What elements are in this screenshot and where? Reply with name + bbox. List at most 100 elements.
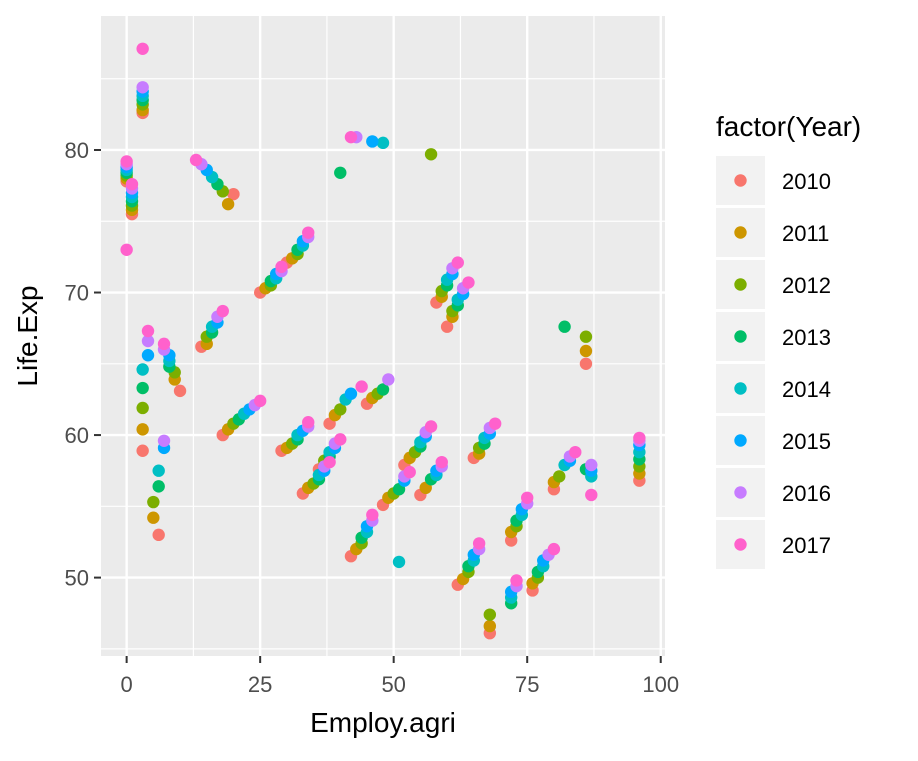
data-point-2017: [125, 177, 139, 191]
legend-title: factor(Year): [716, 111, 861, 142]
legend-label-2013: 2013: [782, 325, 831, 350]
y-tick-label: 70: [65, 281, 89, 306]
data-point-2017: [435, 455, 448, 469]
data-point-2017: [569, 445, 582, 459]
data-point-2016: [141, 334, 155, 348]
data-point-2013: [334, 166, 347, 179]
data-point-2011: [579, 344, 593, 358]
legend-dot-2015: [734, 434, 747, 447]
x-tick-label: 0: [121, 672, 133, 697]
axis-layer: 0 25 50 75 100 50 60 70 80: [65, 138, 680, 697]
data-point-2017: [521, 491, 534, 504]
data-point-2014: [136, 363, 149, 376]
data-point-2012: [553, 470, 566, 483]
y-tick-label: 50: [65, 566, 89, 591]
plot-panel: [101, 16, 665, 656]
data-point-2017: [120, 243, 133, 256]
legend-items: 2010 2011 2012 2013 2014 2015 2016 2017: [716, 156, 831, 569]
data-point-2012: [424, 148, 438, 161]
legend-label-2012: 2012: [782, 273, 831, 298]
data-point-2017: [216, 304, 229, 318]
data-point-2014: [152, 464, 165, 477]
legend-label-2015: 2015: [782, 429, 831, 454]
data-point-2012: [483, 608, 497, 621]
grid-layer: [101, 16, 665, 656]
data-point-2010: [173, 384, 187, 398]
data-point-2010: [227, 187, 240, 201]
legend-dot-2011: [734, 226, 747, 239]
legend-label-2016: 2016: [782, 481, 831, 506]
data-point-2017: [275, 260, 288, 274]
data-point-2010: [136, 444, 149, 457]
legend-dot-2016: [734, 486, 747, 499]
data-point-2015: [141, 349, 155, 362]
data-point-2017: [302, 416, 315, 429]
data-point-2012: [579, 330, 593, 343]
data-point-2016: [382, 373, 395, 386]
data-point-2010: [152, 528, 165, 542]
legend-dot-2010: [734, 174, 747, 187]
data-point-2011: [221, 197, 235, 211]
data-point-2016: [157, 434, 171, 447]
data-point-2015: [366, 135, 379, 148]
y-tick-label: 80: [65, 138, 89, 163]
data-point-2011: [136, 423, 149, 436]
data-point-2017: [633, 431, 646, 445]
data-point-2017: [488, 417, 502, 430]
data-point-2015: [344, 387, 358, 400]
data-point-2010: [504, 534, 518, 547]
x-tick-label: 75: [515, 672, 539, 697]
data-point-2017: [323, 455, 336, 469]
data-point-2017: [472, 537, 486, 550]
legend-label-2017: 2017: [782, 533, 831, 558]
data-point-2014: [376, 136, 390, 150]
data-point-2010: [579, 357, 593, 370]
data-point-2011: [483, 619, 497, 633]
data-point-2013: [152, 480, 165, 493]
data-point-2017: [585, 488, 598, 502]
data-point-2017: [344, 130, 358, 144]
data-point-2012: [136, 401, 149, 415]
data-point-2017: [403, 465, 416, 479]
data-point-2013: [376, 383, 390, 396]
legend-label-2011: 2011: [782, 221, 829, 246]
legend-dot-2014: [734, 382, 747, 395]
data-point-2016: [585, 458, 598, 472]
data-point-2017: [510, 574, 523, 587]
data-point-2017: [355, 380, 368, 393]
data-point-2013: [136, 381, 149, 395]
data-point-2017: [189, 153, 203, 167]
data-point-2017: [120, 155, 133, 168]
legend-label-2014: 2014: [782, 377, 831, 402]
points-layer: [120, 42, 646, 640]
x-axis-label: Employ.agri: [310, 707, 456, 738]
data-point-2017: [253, 394, 267, 408]
data-point-2010: [440, 320, 454, 333]
y-tick-label: 60: [65, 423, 89, 448]
data-point-2017: [141, 324, 155, 338]
legend-label-2010: 2010: [782, 169, 831, 194]
data-point-2012: [334, 403, 347, 416]
legend-dot-2013: [734, 330, 747, 343]
data-point-2011: [147, 511, 160, 524]
data-point-2017: [136, 42, 149, 55]
legend: factor(Year) 201020112012201320142015201…: [716, 111, 861, 569]
data-point-2017: [462, 276, 475, 289]
data-point-2017: [451, 256, 464, 269]
x-tick-label: 100: [642, 672, 679, 697]
data-point-2017: [424, 420, 438, 433]
x-tick-label: 50: [381, 672, 405, 697]
data-point-2017: [334, 433, 347, 446]
data-point-2017: [366, 508, 379, 522]
x-tick-label: 25: [248, 672, 272, 697]
data-point-2016: [136, 81, 149, 94]
data-point-2017: [157, 337, 171, 351]
data-point-2012: [147, 495, 160, 509]
data-point-2017: [302, 226, 315, 239]
y-axis-label: Life.Exp: [12, 285, 43, 386]
data-point-2017: [547, 542, 561, 556]
legend-dot-2012: [734, 278, 747, 291]
data-point-2014: [392, 555, 406, 569]
